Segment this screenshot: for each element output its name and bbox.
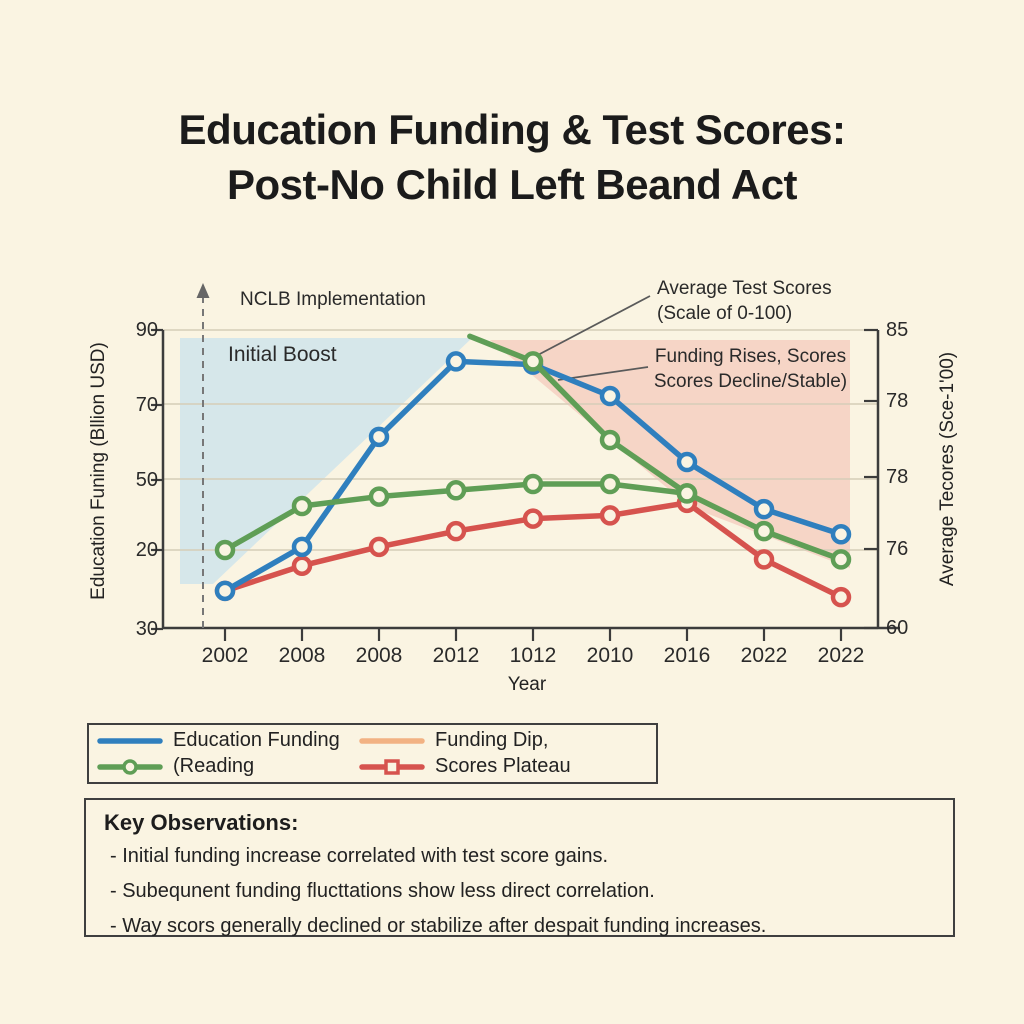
avg-test-scores-annotation: Average Test Scores (Scale of 0-100) — [657, 278, 832, 324]
data-point-marker-education-funding — [599, 385, 621, 407]
series-scores-decline-branch-line — [467, 333, 690, 497]
data-point-marker-scores-decline-branch — [599, 429, 621, 451]
data-point-marker-scores-plateau — [753, 549, 775, 570]
legend-swatch-scores-plateau — [359, 758, 425, 775]
data-point-marker-reading — [522, 473, 544, 495]
x-tick-label: 2008 — [278, 644, 326, 667]
legend-item-reading: (Reading — [97, 755, 359, 778]
data-point-marker-scores-plateau — [445, 520, 467, 542]
data-point-marker-education-funding — [368, 426, 390, 448]
nclb-arrowhead — [196, 283, 210, 298]
right-tick-label: 60 — [886, 617, 909, 639]
left-tick-label: 20 — [135, 539, 158, 561]
data-point-marker-scores-plateau — [830, 586, 852, 608]
x-axis-label: Year — [507, 674, 547, 695]
data-point-marker-scores-plateau — [368, 536, 390, 558]
funding-rises-annotation: Funding Rises, Scores Scores Decline/Sta… — [653, 346, 848, 392]
x-tick-label: 2012 — [432, 644, 480, 667]
data-point-marker-education-funding — [291, 536, 313, 558]
observations-box: Key Observations: - Initial funding incr… — [84, 798, 955, 937]
data-point-marker-education-funding — [676, 451, 698, 473]
legend-swatch-reading — [97, 758, 163, 775]
observation-item: - Subequnent funding flucttations show l… — [110, 880, 655, 902]
legend-item-funding-dip: Funding Dip, — [359, 729, 648, 752]
observation-item: - Initial funding increase correlated wi… — [110, 845, 609, 867]
x-tick-label: 2022 — [740, 644, 788, 667]
x-tick-label: 2010 — [586, 644, 634, 667]
data-point-marker-education-funding — [445, 351, 467, 372]
legend-item-label: Scores Plateau — [435, 755, 571, 777]
nclb-annotation: NCLB Implementation — [240, 289, 426, 310]
right-tick-label: 76 — [886, 538, 909, 560]
data-point-marker-scores-decline-branch — [676, 483, 698, 504]
legend-swatch-funding-dip — [359, 737, 425, 744]
x-tick-label: 2022 — [817, 644, 865, 667]
left-tick-label: 90 — [135, 319, 158, 341]
page-title-line2: Post-No Child Left Beand Act — [226, 161, 798, 208]
data-point-marker-reading — [599, 473, 621, 495]
data-point-marker-reading — [753, 520, 775, 542]
legend-swatch-education-funding — [97, 737, 163, 744]
data-point-marker-education-funding — [830, 524, 852, 545]
x-tick-label: 1012 — [509, 644, 557, 667]
data-point-marker-reading — [368, 486, 390, 507]
right-tick-label: 78 — [886, 390, 909, 412]
data-point-marker-scores-plateau — [522, 508, 544, 529]
left-tick-label: 50 — [135, 469, 158, 491]
data-point-marker-scores-decline-branch — [522, 351, 544, 372]
data-point-marker-reading — [291, 495, 313, 517]
data-point-marker-scores-plateau — [291, 555, 313, 576]
left-tick-label: 30 — [135, 618, 158, 640]
avg-scores-pointer-line — [535, 295, 651, 357]
x-tick-label: 2016 — [663, 644, 711, 667]
x-tick-label: 2002 — [201, 644, 249, 667]
data-point-marker-scores-plateau — [599, 505, 621, 526]
observation-item: - Way scors generally declined or stabil… — [110, 915, 767, 937]
page-title-line1: Education Funding & Test Scores: — [178, 106, 846, 153]
initial-boost-region — [180, 338, 472, 584]
legend-item-education-funding: Education Funding — [97, 729, 359, 752]
legend-box: Education Funding Funding Dip, (Reading Sco… — [87, 723, 658, 784]
observations-list: - Initial funding increase correlated wi… — [100, 845, 939, 938]
legend-item-label: Education Funding — [173, 729, 340, 751]
y-axis-label-right: Average Tecores (Sce-1'00) — [937, 351, 958, 587]
page-title: Education Funding & Test Scores: Post-No… — [0, 102, 1024, 212]
data-point-marker-education-funding — [753, 498, 775, 520]
y-axis-label-left: Education Funing (Bllion USD) — [88, 342, 109, 600]
left-tick-label: 70 — [135, 394, 158, 416]
data-point-marker-reading — [445, 480, 467, 501]
legend-item-label: Funding Dip, — [435, 729, 549, 751]
x-tick-label: 2008 — [355, 644, 403, 667]
right-tick-label: 78 — [886, 466, 909, 488]
legend-item-label: (Reading — [173, 755, 255, 777]
right-tick-label: 85 — [886, 319, 909, 341]
initial-boost-annotation: Initial Boost — [228, 343, 337, 366]
data-point-marker-education-funding — [214, 580, 236, 602]
legend-item-scores-plateau: Scores Plateau — [359, 755, 648, 778]
observations-heading: Key Observations: — [104, 810, 299, 835]
data-point-marker-reading — [214, 539, 236, 561]
funding-rises-pointer-line — [557, 366, 649, 381]
data-point-marker-reading — [830, 549, 852, 570]
